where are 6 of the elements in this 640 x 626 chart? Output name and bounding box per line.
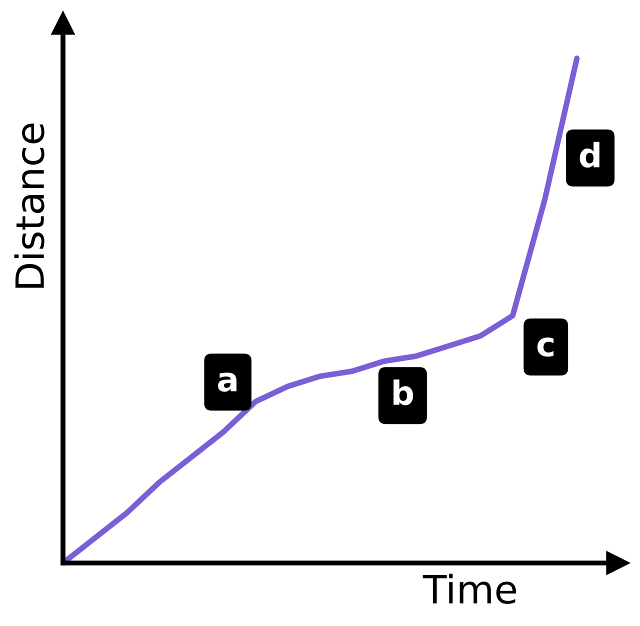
x-axis-title: Time: [422, 574, 516, 604]
annotation: c: [537, 338, 554, 357]
annotation: d: [580, 142, 600, 168]
annotation: b: [394, 379, 414, 406]
y-axis-title: Distance: [14, 124, 44, 288]
annotation: a: [218, 372, 236, 392]
